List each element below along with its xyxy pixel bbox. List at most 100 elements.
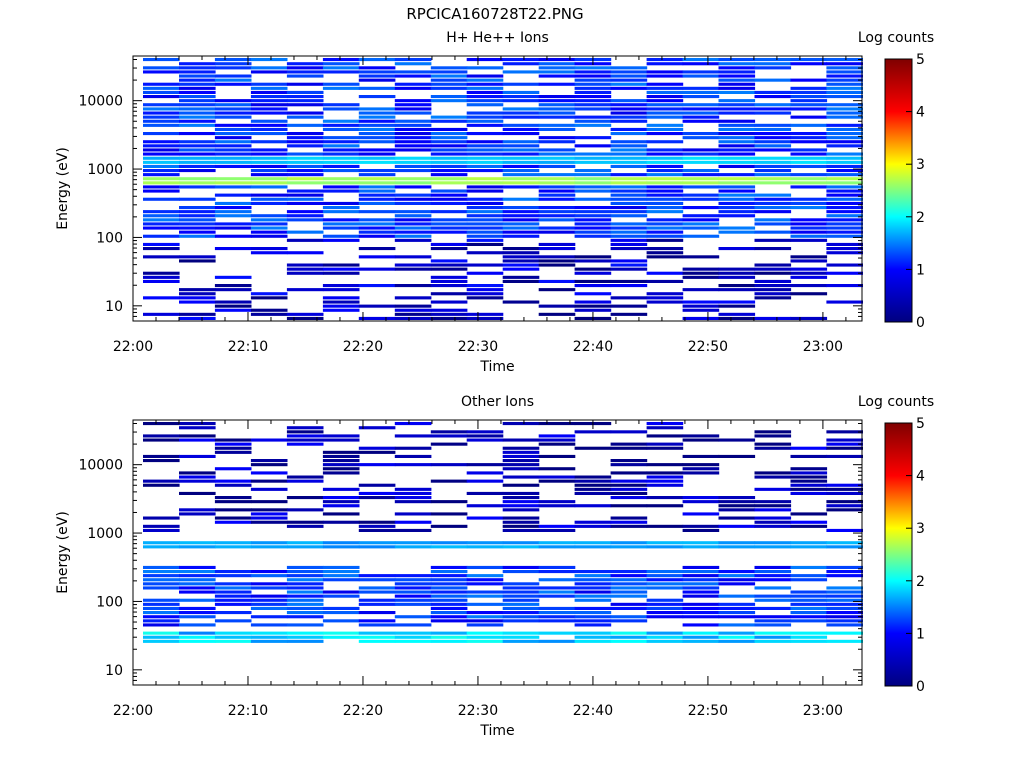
- heatmap-cell: [358, 66, 396, 70]
- heatmap-cell: [322, 512, 360, 516]
- heatmap-cell: [394, 582, 432, 586]
- heatmap-cell: [826, 169, 863, 173]
- heatmap-cell: [179, 140, 216, 144]
- heatmap-cell: [358, 586, 396, 590]
- heatmap-cell: [718, 578, 756, 582]
- heatmap-cell: [718, 206, 756, 210]
- heatmap-cell: [430, 292, 468, 296]
- heatmap-cell: [430, 463, 468, 467]
- heatmap-cell: [574, 95, 612, 99]
- heatmap-cell: [754, 578, 792, 582]
- colorbar-tick-label: 5: [916, 416, 925, 432]
- heatmap-cell: [574, 103, 612, 107]
- heatmap-cell: [430, 181, 468, 185]
- heatmap-cell: [646, 296, 684, 300]
- heatmap-cell: [790, 487, 828, 491]
- heatmap-cell: [718, 177, 756, 181]
- heatmap-cell: [358, 528, 396, 532]
- heatmap-cell: [574, 615, 612, 619]
- heatmap-cell: [538, 82, 576, 86]
- heatmap-cell: [214, 639, 252, 643]
- heatmap-cell: [179, 152, 216, 156]
- heatmap-cell: [358, 95, 396, 99]
- heatmap-cell: [466, 103, 504, 107]
- heatmap-cell: [790, 115, 828, 119]
- heatmap-cell: [286, 271, 324, 275]
- heatmap-cell: [718, 214, 756, 218]
- heatmap-cell: [826, 144, 863, 148]
- heatmap-cell: [502, 144, 540, 148]
- heatmap-cell: [718, 58, 756, 62]
- heatmap-cell: [538, 115, 576, 119]
- heatmap-cell: [538, 210, 576, 214]
- heatmap-cell: [430, 578, 468, 582]
- heatmap-cell: [394, 623, 432, 627]
- heatmap-cell: [214, 222, 252, 226]
- plot-frame: [132, 55, 863, 322]
- heatmap-cell: [250, 103, 288, 107]
- heatmap-cell: [754, 144, 792, 148]
- heatmap-cell: [754, 288, 792, 292]
- heatmap-cell: [322, 574, 360, 578]
- heatmap-cell: [466, 434, 504, 438]
- heatmap-cell: [790, 611, 828, 615]
- heatmap-cell: [610, 164, 648, 168]
- heatmap-cell: [143, 459, 180, 463]
- heatmap-cell: [826, 218, 863, 222]
- heatmap-cell: [250, 66, 288, 70]
- heatmap-cell: [286, 193, 324, 197]
- heatmap-cell: [502, 206, 540, 210]
- x-tick-label: 22:20: [343, 339, 383, 355]
- heatmap-cell: [322, 296, 360, 300]
- heatmap-cell: [682, 74, 720, 78]
- heatmap-cell: [574, 197, 612, 201]
- heatmap-cell: [574, 185, 612, 189]
- heatmap-cell: [466, 590, 504, 594]
- heatmap-cell: [754, 430, 792, 434]
- heatmap-cell: [682, 115, 720, 119]
- heatmap-cell: [610, 103, 648, 107]
- heatmap-cell: [214, 520, 252, 524]
- heatmap-cell: [646, 107, 684, 111]
- heatmap-cell: [754, 586, 792, 590]
- heatmap-cell: [250, 214, 288, 218]
- heatmap-cell: [322, 234, 360, 238]
- heatmap-cell: [682, 197, 720, 201]
- heatmap-cell: [646, 169, 684, 173]
- heatmap-cell: [250, 512, 288, 516]
- heatmap-cell: [430, 140, 468, 144]
- heatmap-cell: [466, 144, 504, 148]
- heatmap-cell: [646, 197, 684, 201]
- heatmap-cell: [358, 635, 396, 639]
- heatmap-cell: [394, 107, 432, 111]
- heatmap-cell: [574, 119, 612, 123]
- heatmap-cell: [430, 639, 468, 643]
- heatmap-cell: [502, 590, 540, 594]
- heatmap-cell: [682, 181, 720, 185]
- heatmap-cell: [394, 214, 432, 218]
- heatmap-cell: [826, 164, 863, 168]
- heatmap-cell: [574, 99, 612, 103]
- heatmap-cell: [826, 222, 863, 226]
- heatmap-cell: [466, 316, 504, 320]
- heatmap-cell: [143, 619, 180, 623]
- heatmap-cell: [502, 164, 540, 168]
- heatmap-cell: [250, 520, 288, 524]
- heatmap-cell: [538, 611, 576, 615]
- heatmap-cell: [574, 230, 612, 234]
- y-tick-label: 10: [105, 299, 123, 315]
- heatmap-cell: [646, 292, 684, 296]
- heatmap-cell: [718, 606, 756, 610]
- heatmap-cell: [179, 578, 216, 582]
- heatmap-cell: [322, 119, 360, 123]
- heatmap-cell: [682, 570, 720, 574]
- heatmap-cell: [394, 308, 432, 312]
- heatmap-cell: [754, 545, 792, 549]
- heatmap-cell: [718, 570, 756, 574]
- heatmap-cell: [682, 206, 720, 210]
- heatmap-cell: [826, 234, 863, 238]
- heatmap-cell: [754, 541, 792, 545]
- heatmap-cell: [538, 95, 576, 99]
- heatmap-cell: [718, 152, 756, 156]
- heatmap-cell: [790, 479, 828, 483]
